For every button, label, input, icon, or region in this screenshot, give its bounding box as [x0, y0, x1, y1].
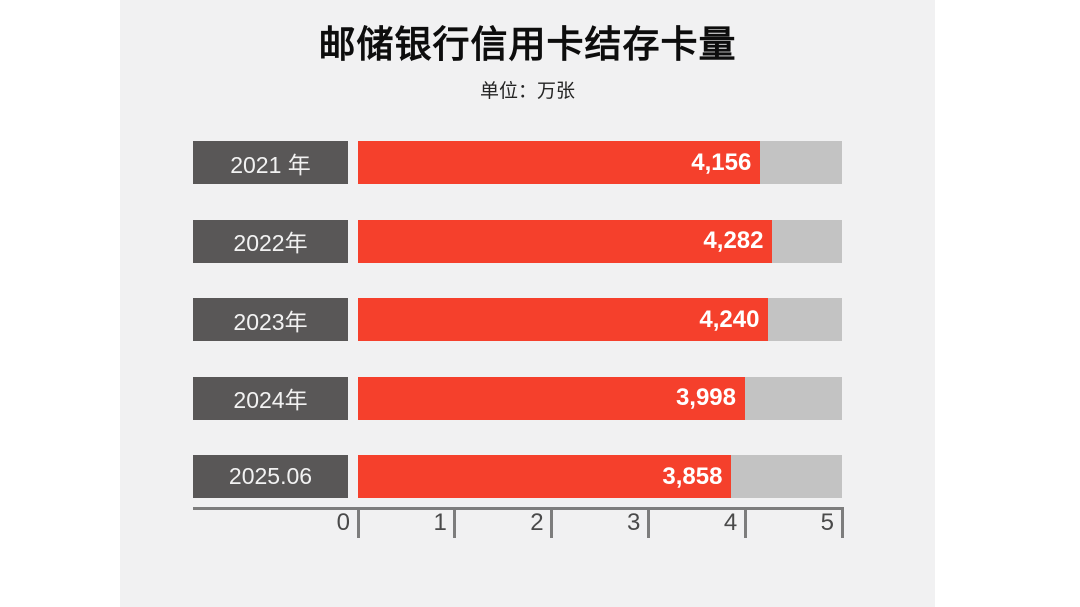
- bar-track: 4,240: [358, 298, 842, 341]
- value-label: 3,858: [662, 462, 723, 490]
- x-axis-tick: [550, 507, 554, 538]
- x-axis-tick-label: 1: [433, 509, 447, 536]
- bar-fill: 3,858: [358, 455, 732, 498]
- x-axis-tick: [840, 507, 844, 538]
- x-axis-tick: [646, 507, 650, 538]
- value-label: 4,240: [699, 305, 760, 333]
- category-label-box: 2024年: [193, 376, 348, 420]
- value-label: 4,282: [703, 227, 764, 254]
- category-label: 2021 年: [230, 151, 311, 178]
- x-axis-tick-label: 5: [820, 509, 834, 536]
- category-label-box: 2023年: [193, 298, 348, 341]
- category-label: 2024年: [233, 387, 308, 413]
- x-axis-tick: [743, 507, 747, 538]
- category-label-box: 2021 年: [193, 141, 348, 184]
- bar-fill: 4,240: [358, 298, 769, 341]
- x-axis-tick-label: 4: [723, 509, 738, 536]
- bar-track: 3,998: [358, 376, 842, 420]
- category-label: 2025.06: [228, 463, 313, 489]
- category-label: 2023年: [233, 308, 308, 335]
- chart-title: 邮储银行信用卡结存卡量: [318, 24, 737, 65]
- bar-fill: 4,282: [358, 219, 773, 263]
- x-axis-tick-label: 3: [627, 509, 641, 536]
- bar-row: 2022年 4,282: [193, 219, 842, 263]
- bar-fill: 4,156: [358, 141, 761, 184]
- value-label: 3,998: [675, 384, 736, 411]
- category-label-box: 2025.06: [193, 455, 348, 498]
- bar-fill: 3,998: [358, 376, 745, 420]
- x-axis-tick: [356, 507, 360, 538]
- bar-row: 2025.06 3,858: [193, 455, 842, 498]
- bar-row: 2024年 3,998: [193, 376, 842, 420]
- bar-track: 4,282: [358, 219, 842, 263]
- unit-label: 单位：万张: [479, 81, 575, 102]
- category-label-box: 2022年: [193, 219, 348, 263]
- x-axis-tick: [453, 507, 457, 538]
- bar-track: 4,156: [358, 141, 842, 184]
- bar-chart: 2021 年 4,156 2022年 4,282 2023年 4,240: [193, 0, 844, 607]
- category-label: 2022年: [233, 230, 308, 256]
- x-axis-tick-label: 2: [530, 509, 544, 536]
- x-axis-line: [193, 507, 842, 510]
- bar-track: 3,858: [358, 455, 842, 498]
- chart-panel: 邮储银行信用卡结存卡量 单位：万张 2021 年 4,156 2022年 4,2…: [120, 0, 935, 607]
- x-axis-tick-label: 0: [336, 509, 350, 536]
- bar-row: 2023年 4,240: [193, 298, 842, 341]
- bar-row: 2021 年 4,156: [193, 141, 842, 184]
- value-label: 4,156: [691, 148, 752, 176]
